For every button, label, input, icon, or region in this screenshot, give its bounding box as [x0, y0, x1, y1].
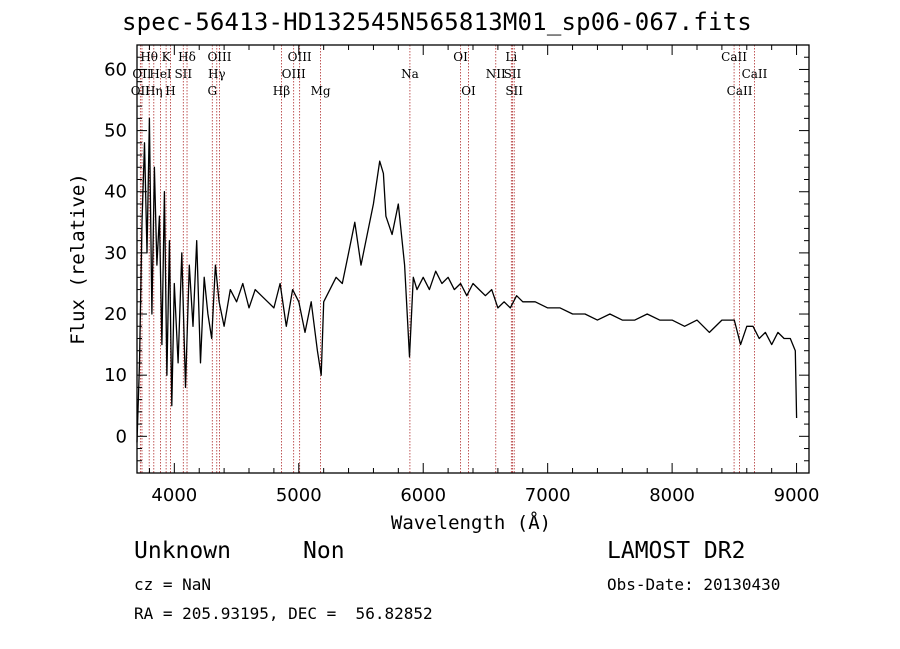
y-tick-label: 60 — [104, 59, 127, 80]
line-label: OII — [131, 84, 151, 98]
line-label: NII — [486, 67, 506, 81]
chart-title: spec-56413-HD132545N565813M01_sp06-067.f… — [122, 8, 752, 36]
line-label: K — [162, 50, 172, 64]
line-label: CaII — [742, 67, 768, 81]
line-label: SII — [174, 67, 192, 81]
line-label: OI — [461, 84, 476, 98]
y-tick-label: 30 — [104, 243, 127, 264]
y-tick-label: 20 — [104, 304, 127, 325]
line-label: Mg — [311, 84, 331, 98]
line-label: SII — [504, 67, 522, 81]
line-label: Hδ — [178, 50, 196, 64]
plot-frame — [136, 44, 810, 474]
y-tick-label: 40 — [104, 182, 127, 203]
line-label: Na — [401, 67, 419, 81]
y-axis-label: Flux (relative) — [67, 173, 89, 345]
x-axis-label: Wavelength (Å) — [391, 511, 551, 534]
line-label: CaII — [721, 50, 747, 64]
x-tick-label: 9000 — [774, 485, 820, 506]
redshift-cz: cz = NaN — [134, 575, 212, 594]
line-label: H — [165, 84, 175, 98]
line-label: G — [207, 84, 217, 98]
x-tick-label: 7000 — [525, 485, 571, 506]
line-label: Hθ — [140, 50, 158, 64]
survey-name: LAMOST DR2 — [607, 538, 746, 564]
object-subclass: Non — [303, 538, 345, 564]
line-label: Hη — [145, 84, 163, 98]
object-class: Unknown — [134, 538, 231, 564]
coordinates: RA = 205.93195, DEC = 56.82852 — [134, 604, 433, 623]
y-tick-label: 50 — [104, 121, 127, 142]
line-label: Hβ — [273, 84, 290, 98]
obs-date: Obs-Date: 20130430 — [607, 575, 781, 594]
line-label: OI — [453, 50, 468, 64]
line-label: SII — [505, 84, 523, 98]
x-tick-label: 6000 — [400, 485, 446, 506]
x-tick-label: 8000 — [649, 485, 695, 506]
spectrum-line — [136, 117, 798, 443]
line-label: OIII — [288, 50, 312, 64]
x-tick-label: 4000 — [151, 485, 197, 506]
y-tick-label: 0 — [116, 426, 127, 447]
y-tick-label: 10 — [104, 365, 127, 386]
x-tick-label: 5000 — [276, 485, 322, 506]
line-label: HeI — [149, 67, 172, 81]
line-label: Hγ — [208, 67, 226, 81]
line-label: OIII — [282, 67, 306, 81]
line-label: OIII — [207, 50, 231, 64]
line-label: CaII — [727, 84, 753, 98]
line-label: Li — [505, 50, 517, 64]
